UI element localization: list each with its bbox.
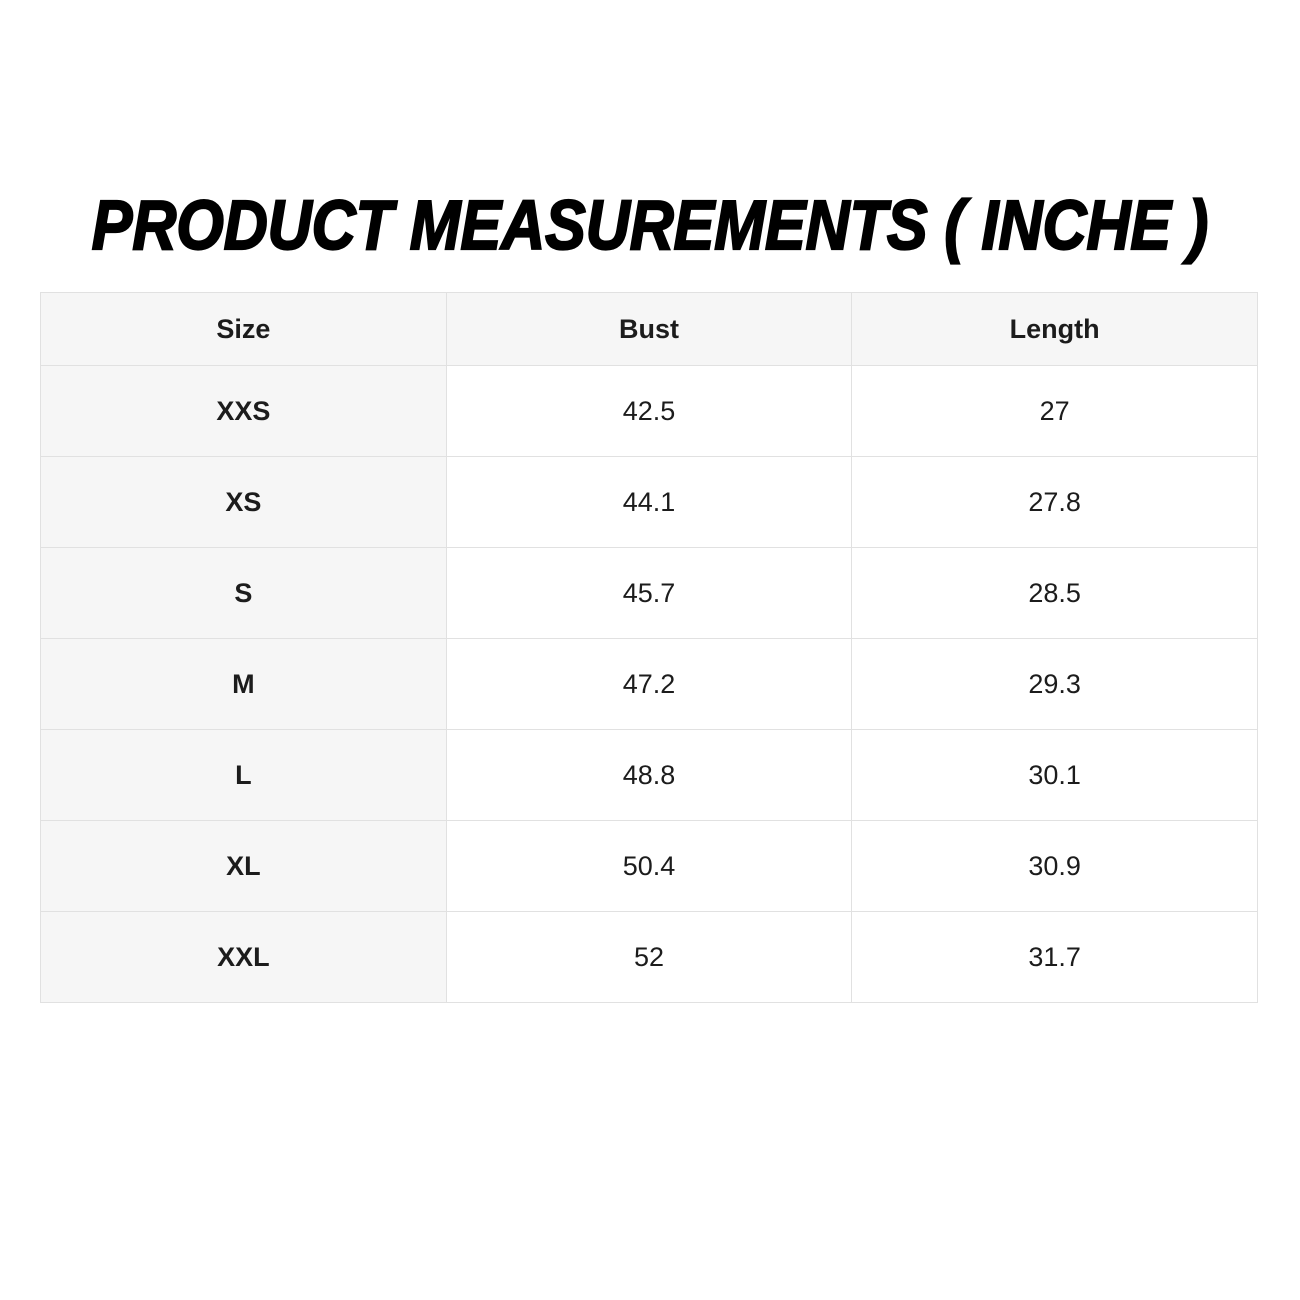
- column-header-bust: Bust: [445, 292, 853, 366]
- table-row: M 47.2 29.3: [40, 638, 1258, 730]
- bust-cell: 42.5: [445, 365, 853, 457]
- column-header-size: Size: [40, 292, 447, 366]
- page-title: PRODUCT MEASUREMENTS ( INCHE ): [91, 186, 1209, 264]
- size-cell: S: [40, 547, 447, 639]
- measurements-table: Size Bust Length XXS 42.5 27 XS 44.1 27.…: [40, 292, 1258, 1003]
- bust-cell: 47.2: [445, 638, 853, 730]
- bust-cell: 44.1: [445, 456, 853, 548]
- length-cell: 31.7: [851, 911, 1258, 1003]
- length-cell: 30.9: [851, 820, 1258, 912]
- length-cell: 30.1: [851, 729, 1258, 821]
- bust-cell: 45.7: [445, 547, 853, 639]
- size-cell: XXL: [40, 911, 447, 1003]
- size-cell: XXS: [40, 365, 447, 457]
- table-row: S 45.7 28.5: [40, 547, 1258, 639]
- table-header-row: Size Bust Length: [40, 292, 1258, 366]
- length-cell: 29.3: [851, 638, 1258, 730]
- table-row: XXL 52 31.7: [40, 911, 1258, 1003]
- size-cell: XS: [40, 456, 447, 548]
- table-row: L 48.8 30.1: [40, 729, 1258, 821]
- length-cell: 27.8: [851, 456, 1258, 548]
- size-cell: M: [40, 638, 447, 730]
- table-row: XS 44.1 27.8: [40, 456, 1258, 548]
- size-cell: XL: [40, 820, 447, 912]
- size-cell: L: [40, 729, 447, 821]
- table-row: XXS 42.5 27: [40, 365, 1258, 457]
- bust-cell: 50.4: [445, 820, 853, 912]
- table-row: XL 50.4 30.9: [40, 820, 1258, 912]
- column-header-length: Length: [851, 292, 1258, 366]
- bust-cell: 48.8: [445, 729, 853, 821]
- length-cell: 28.5: [851, 547, 1258, 639]
- bust-cell: 52: [445, 911, 853, 1003]
- length-cell: 27: [851, 365, 1258, 457]
